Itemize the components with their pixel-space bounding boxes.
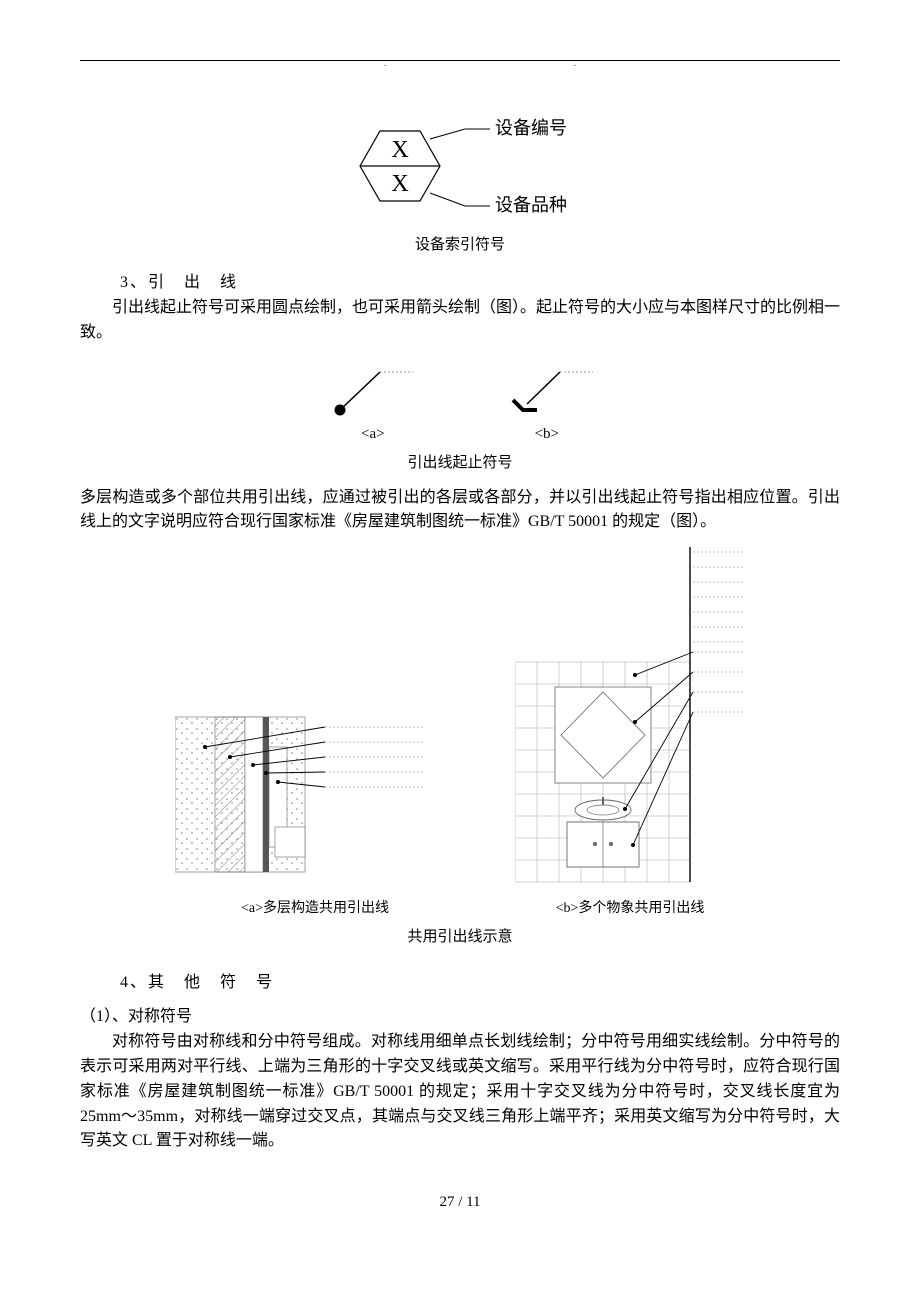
leader-symbols-row	[80, 360, 840, 420]
fig-multiobject	[515, 547, 745, 887]
leader-dot-symbol	[325, 360, 415, 420]
hex-caption: 设备索引符号	[80, 233, 840, 254]
header-rule: ..	[80, 60, 840, 61]
leaders-caption: 引出线起止符号	[80, 451, 840, 472]
section4-body: 对称符号由对称线和分中符号组成。对称线用细单点长划线绘制；分中符号用细实线绘制。…	[80, 1030, 840, 1154]
leader-label-b: <b>	[535, 426, 559, 443]
section4-sub1: （1）、对称符号	[80, 1002, 840, 1026]
section3-title: 3、引 出 线	[120, 268, 840, 292]
shared-leader-figures: <a>多层构造共用引出线	[80, 547, 840, 917]
hex-label-top: 设备编号	[495, 118, 567, 138]
shared-leader-caption: 共用引出线示意	[80, 925, 840, 946]
section4-title: 4、其 他 符 号	[120, 968, 840, 992]
leader-labels: <a> <b>	[80, 426, 840, 443]
equipment-index-symbol: X X 设备编号 设备品种	[80, 111, 840, 221]
fig-multilayer	[175, 687, 455, 887]
fig-a-label: <a>多层构造共用引出线	[241, 897, 389, 917]
leader-label-a: <a>	[361, 426, 385, 443]
page-number: 27 / 11	[80, 1194, 840, 1211]
fig-b-label: <b>多个物象共用引出线	[556, 897, 705, 917]
shared-leader-body: 多层构造或多个部位共用引出线，应通过被引出的各层或各部分，并以引出线起止符号指出…	[80, 486, 840, 536]
section3-body: 引出线起止符号可采用圆点绘制，也可采用箭头绘制（图）。起止符号的大小应与本图样尺…	[80, 296, 840, 346]
leader-arrow-symbol	[505, 360, 595, 420]
hex-label-bottom: 设备品种	[495, 195, 567, 215]
hex-top-letter: X	[391, 137, 408, 163]
hex-bottom-letter: X	[391, 171, 408, 197]
